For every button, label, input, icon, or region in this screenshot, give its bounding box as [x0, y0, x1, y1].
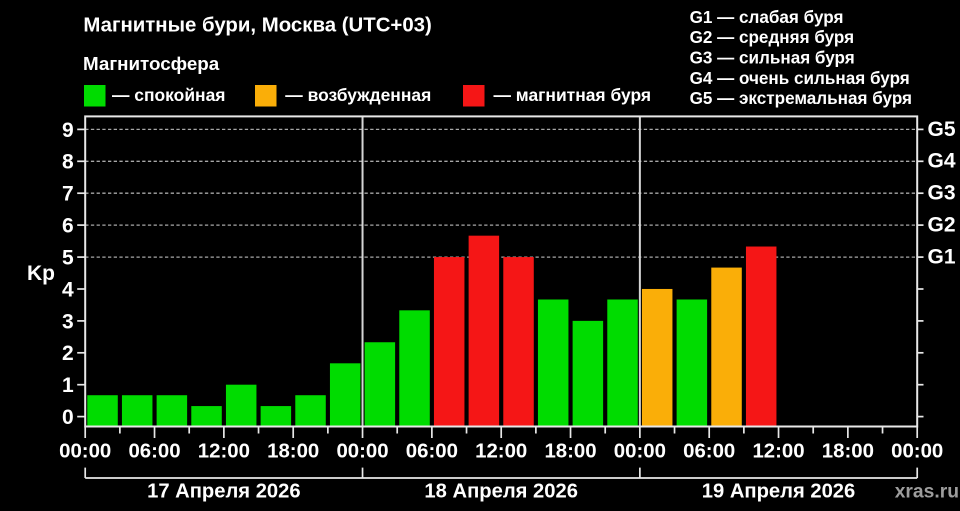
svg-text:8: 8	[62, 151, 74, 174]
svg-text:G3 — сильная буря: G3 — сильная буря	[690, 49, 855, 68]
svg-text:G3: G3	[928, 182, 956, 205]
svg-text:18 Апреля 2026: 18 Апреля 2026	[424, 481, 578, 503]
svg-text:06:00: 06:00	[128, 440, 180, 462]
svg-text:9: 9	[62, 119, 74, 142]
svg-text:00:00: 00:00	[614, 440, 666, 462]
svg-text:1: 1	[62, 374, 74, 397]
svg-text:6: 6	[62, 215, 74, 238]
svg-text:7: 7	[62, 183, 74, 206]
svg-text:19 Апреля 2026: 19 Апреля 2026	[702, 481, 856, 503]
svg-text:18:00: 18:00	[267, 440, 319, 462]
svg-text:06:00: 06:00	[406, 440, 458, 462]
svg-text:3: 3	[62, 310, 74, 333]
svg-text:5: 5	[62, 246, 74, 269]
svg-text:G5: G5	[928, 118, 956, 141]
svg-text:G2: G2	[928, 214, 956, 237]
svg-text:12:00: 12:00	[475, 440, 527, 462]
svg-text:G4: G4	[928, 150, 956, 173]
svg-text:18:00: 18:00	[544, 440, 596, 462]
svg-text:17 Апреля 2026: 17 Апреля 2026	[147, 481, 301, 503]
svg-text:0: 0	[62, 406, 74, 429]
svg-text:Магнитные бури, Москва (UTC+03: Магнитные бури, Москва (UTC+03)	[83, 14, 431, 36]
svg-text:00:00: 00:00	[59, 440, 111, 462]
svg-text:06:00: 06:00	[683, 440, 735, 462]
svg-text:G5 — экстремальная буря: G5 — экстремальная буря	[690, 89, 912, 108]
svg-text:12:00: 12:00	[752, 440, 804, 462]
svg-text:xras.ru: xras.ru	[895, 482, 959, 503]
svg-text:— спокойная: — спокойная	[112, 85, 225, 105]
svg-text:Kp: Kp	[27, 262, 55, 285]
svg-text:00:00: 00:00	[891, 440, 943, 462]
svg-text:2: 2	[62, 342, 74, 365]
svg-text:G2 — средняя буря: G2 — средняя буря	[690, 28, 855, 47]
svg-text:G4 — очень сильная буря: G4 — очень сильная буря	[690, 69, 910, 88]
svg-text:18:00: 18:00	[822, 440, 874, 462]
svg-text:G1: G1	[928, 245, 956, 268]
svg-text:4: 4	[62, 278, 74, 301]
svg-text:G1 — слабая буря: G1 — слабая буря	[690, 8, 844, 27]
svg-text:— магнитная буря: — магнитная буря	[494, 85, 652, 105]
svg-text:Магнитосфера: Магнитосфера	[83, 53, 220, 74]
svg-text:00:00: 00:00	[336, 440, 388, 462]
svg-text:12:00: 12:00	[198, 440, 250, 462]
svg-text:— возбужденная: — возбужденная	[285, 85, 431, 105]
